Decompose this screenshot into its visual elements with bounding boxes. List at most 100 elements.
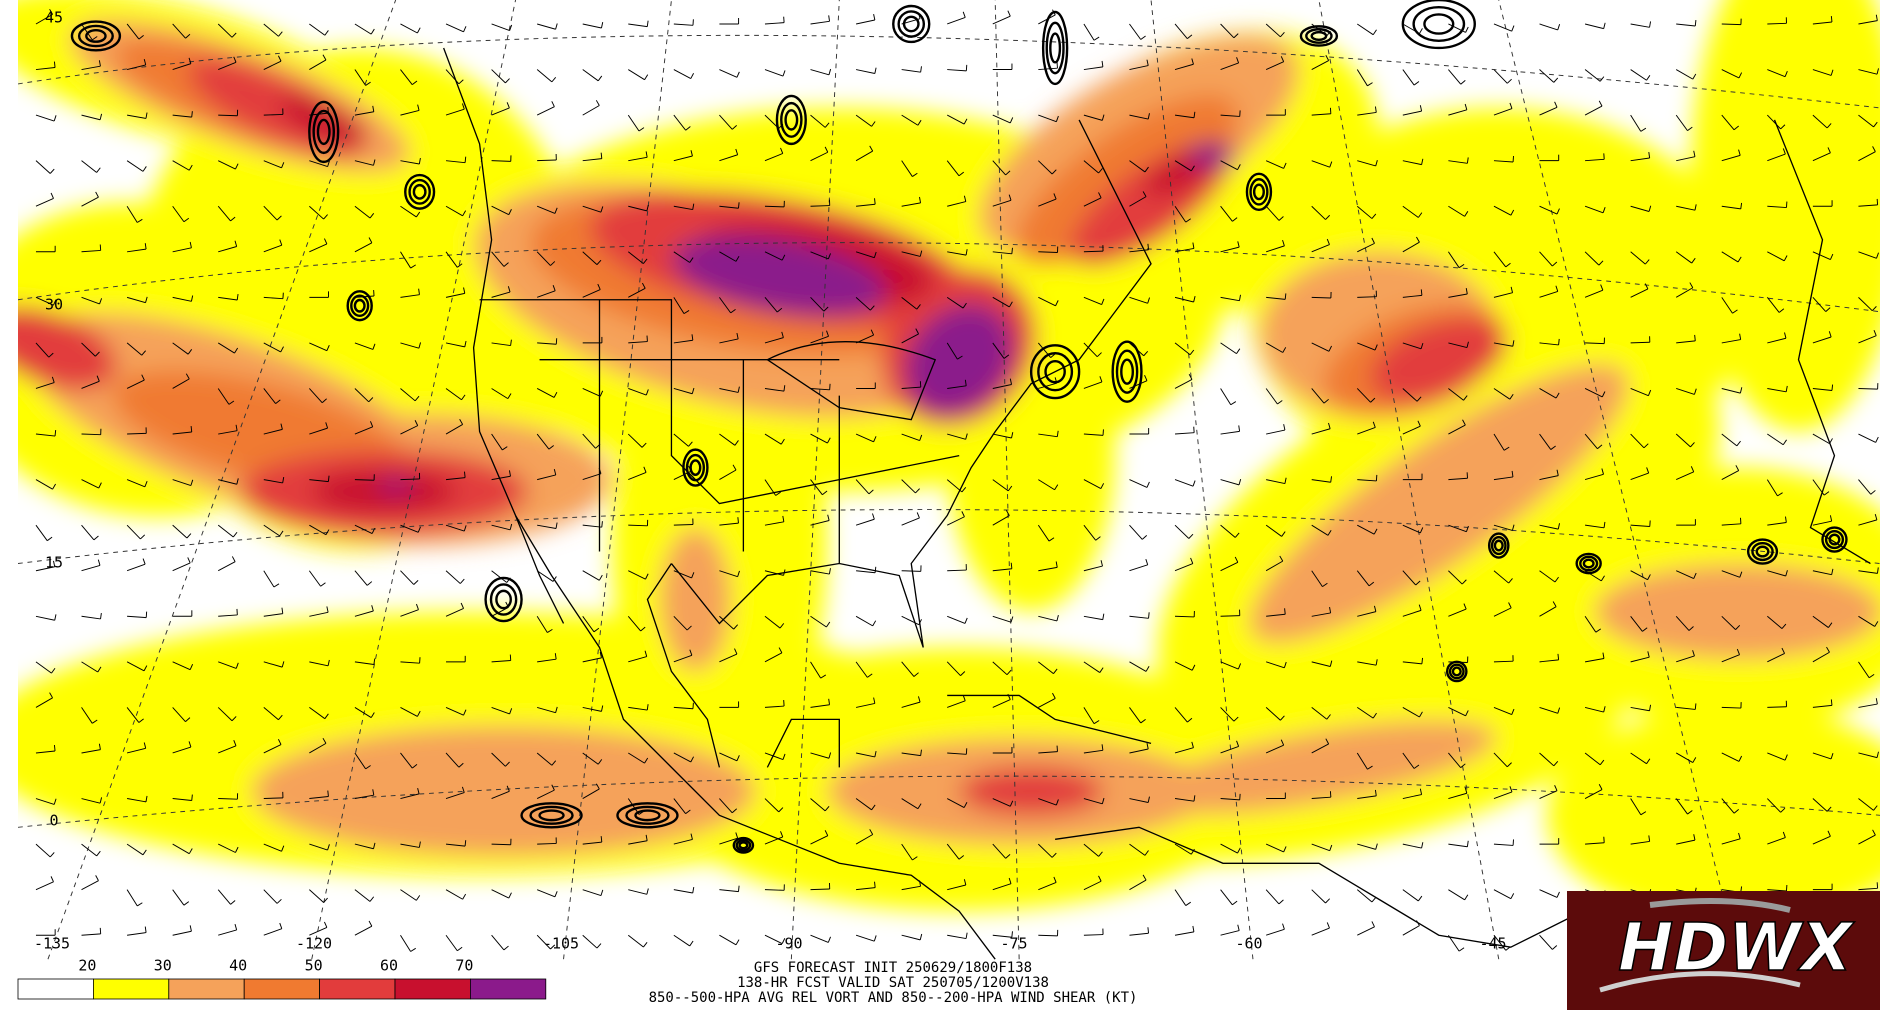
legend-tick-label: 20 [78,957,96,975]
barb-shaft [902,571,921,572]
barb-flag [328,476,329,482]
barb-shaft [355,480,374,481]
barb-flag [464,472,465,478]
legend-tick-label: 30 [154,957,172,975]
legend-tick-label: 70 [455,957,473,975]
barb-shaft [1722,707,1741,708]
barb-flag [1285,608,1286,614]
latitude-label: 15 [45,554,63,572]
shading-area [659,528,731,672]
logo-text: HDWX [1618,909,1855,986]
barb-flag [465,840,466,846]
shading-area [252,725,756,857]
barb-shaft [82,434,101,435]
longitude-label: -45 [1479,935,1506,953]
barb-flag [875,882,876,888]
barb-shaft [264,798,283,799]
shading-area [959,767,1103,815]
barb-shaft [1038,935,1057,936]
barb-shaft [1038,252,1057,253]
barb-flag [1831,699,1832,705]
barb-shaft [1767,23,1786,24]
barb-shaft [1767,707,1786,708]
legend-tick-label: 60 [380,957,398,975]
barb-shaft [765,206,784,207]
shading-area [312,470,456,513]
barb-flag [328,107,329,113]
barb-shaft [1494,661,1513,662]
longitude-label: -120 [296,935,332,953]
barb-shaft [218,799,237,800]
barb-shaft [1631,342,1650,343]
barb-shaft [1175,616,1194,617]
barb-flag [875,567,876,573]
barb-shaft [264,114,283,115]
legend-swatch [169,979,244,999]
barb-shaft [1312,297,1331,298]
logo: HDWX [1567,891,1880,1010]
title-line: 138-HR FCST VALID SAT 250705/1200V138 [737,975,1049,991]
barb-shaft [1722,24,1741,25]
barb-flag [1285,293,1286,299]
barb-shaft [492,161,511,162]
barb-flag [192,795,193,801]
barb-flag [192,111,193,117]
barb-flag [328,791,329,797]
barb-shaft [674,524,693,525]
barb-shaft [1221,616,1240,617]
barb-flag [1422,658,1423,664]
barb-shaft [537,160,556,161]
legend-tick-label: 50 [305,957,323,975]
legend-tick-label: 40 [229,957,247,975]
barb-shaft [218,115,237,116]
barb-flag [602,521,603,527]
title-line: GFS FORECAST INIT 250629/1800F138 [754,960,1032,976]
longitude-label: -75 [1000,935,1027,953]
barb-flag [875,198,876,204]
barb-flag [1011,563,1012,569]
barb-flag [1559,339,1560,345]
barb-shaft [1357,297,1376,298]
barb-flag [191,426,192,432]
longitude-label: -135 [34,935,70,953]
barb-flag [1695,335,1696,341]
longitude-label: -90 [775,935,802,953]
barb-shaft [127,433,146,434]
barb-shaft [811,889,830,890]
barb-shaft [947,570,966,571]
barb-shaft [400,479,419,480]
barb-shaft [765,890,784,891]
latitude-label: 0 [49,812,58,830]
barb-flag [54,745,55,751]
barb-flag [738,886,739,892]
barb-shaft [1858,388,1877,389]
longitude-label: -105 [543,935,579,953]
barb-flag [738,517,739,523]
barb-flag [1558,654,1559,660]
barb-flag [465,157,466,163]
legend-swatch [93,979,168,999]
barb-flag [1148,244,1149,250]
latitude-label: 45 [45,9,63,27]
legend-swatch [18,979,93,999]
barb-shaft [1585,343,1604,344]
barb-shaft [537,843,556,844]
barb-flag [1831,16,1832,22]
shear-shading [0,0,1880,923]
barb-shaft [811,206,830,207]
longitude-label: -60 [1235,935,1262,953]
barb-flag [1149,612,1150,618]
barb-flag [1832,385,1833,391]
barb-flag [1012,248,1013,254]
title-line: 850--500-HPA AVG REL VORT AND 850--200-H… [649,990,1138,1006]
barb-flag [1148,927,1149,933]
barb-shaft [1448,662,1467,663]
barb-shaft [1084,935,1103,936]
latitude-label: 30 [45,296,63,314]
barb-flag [601,153,602,159]
legend-swatch [320,979,395,999]
barb-flag [738,202,739,208]
shading-area [1595,564,1880,660]
legend-swatch [470,979,545,999]
